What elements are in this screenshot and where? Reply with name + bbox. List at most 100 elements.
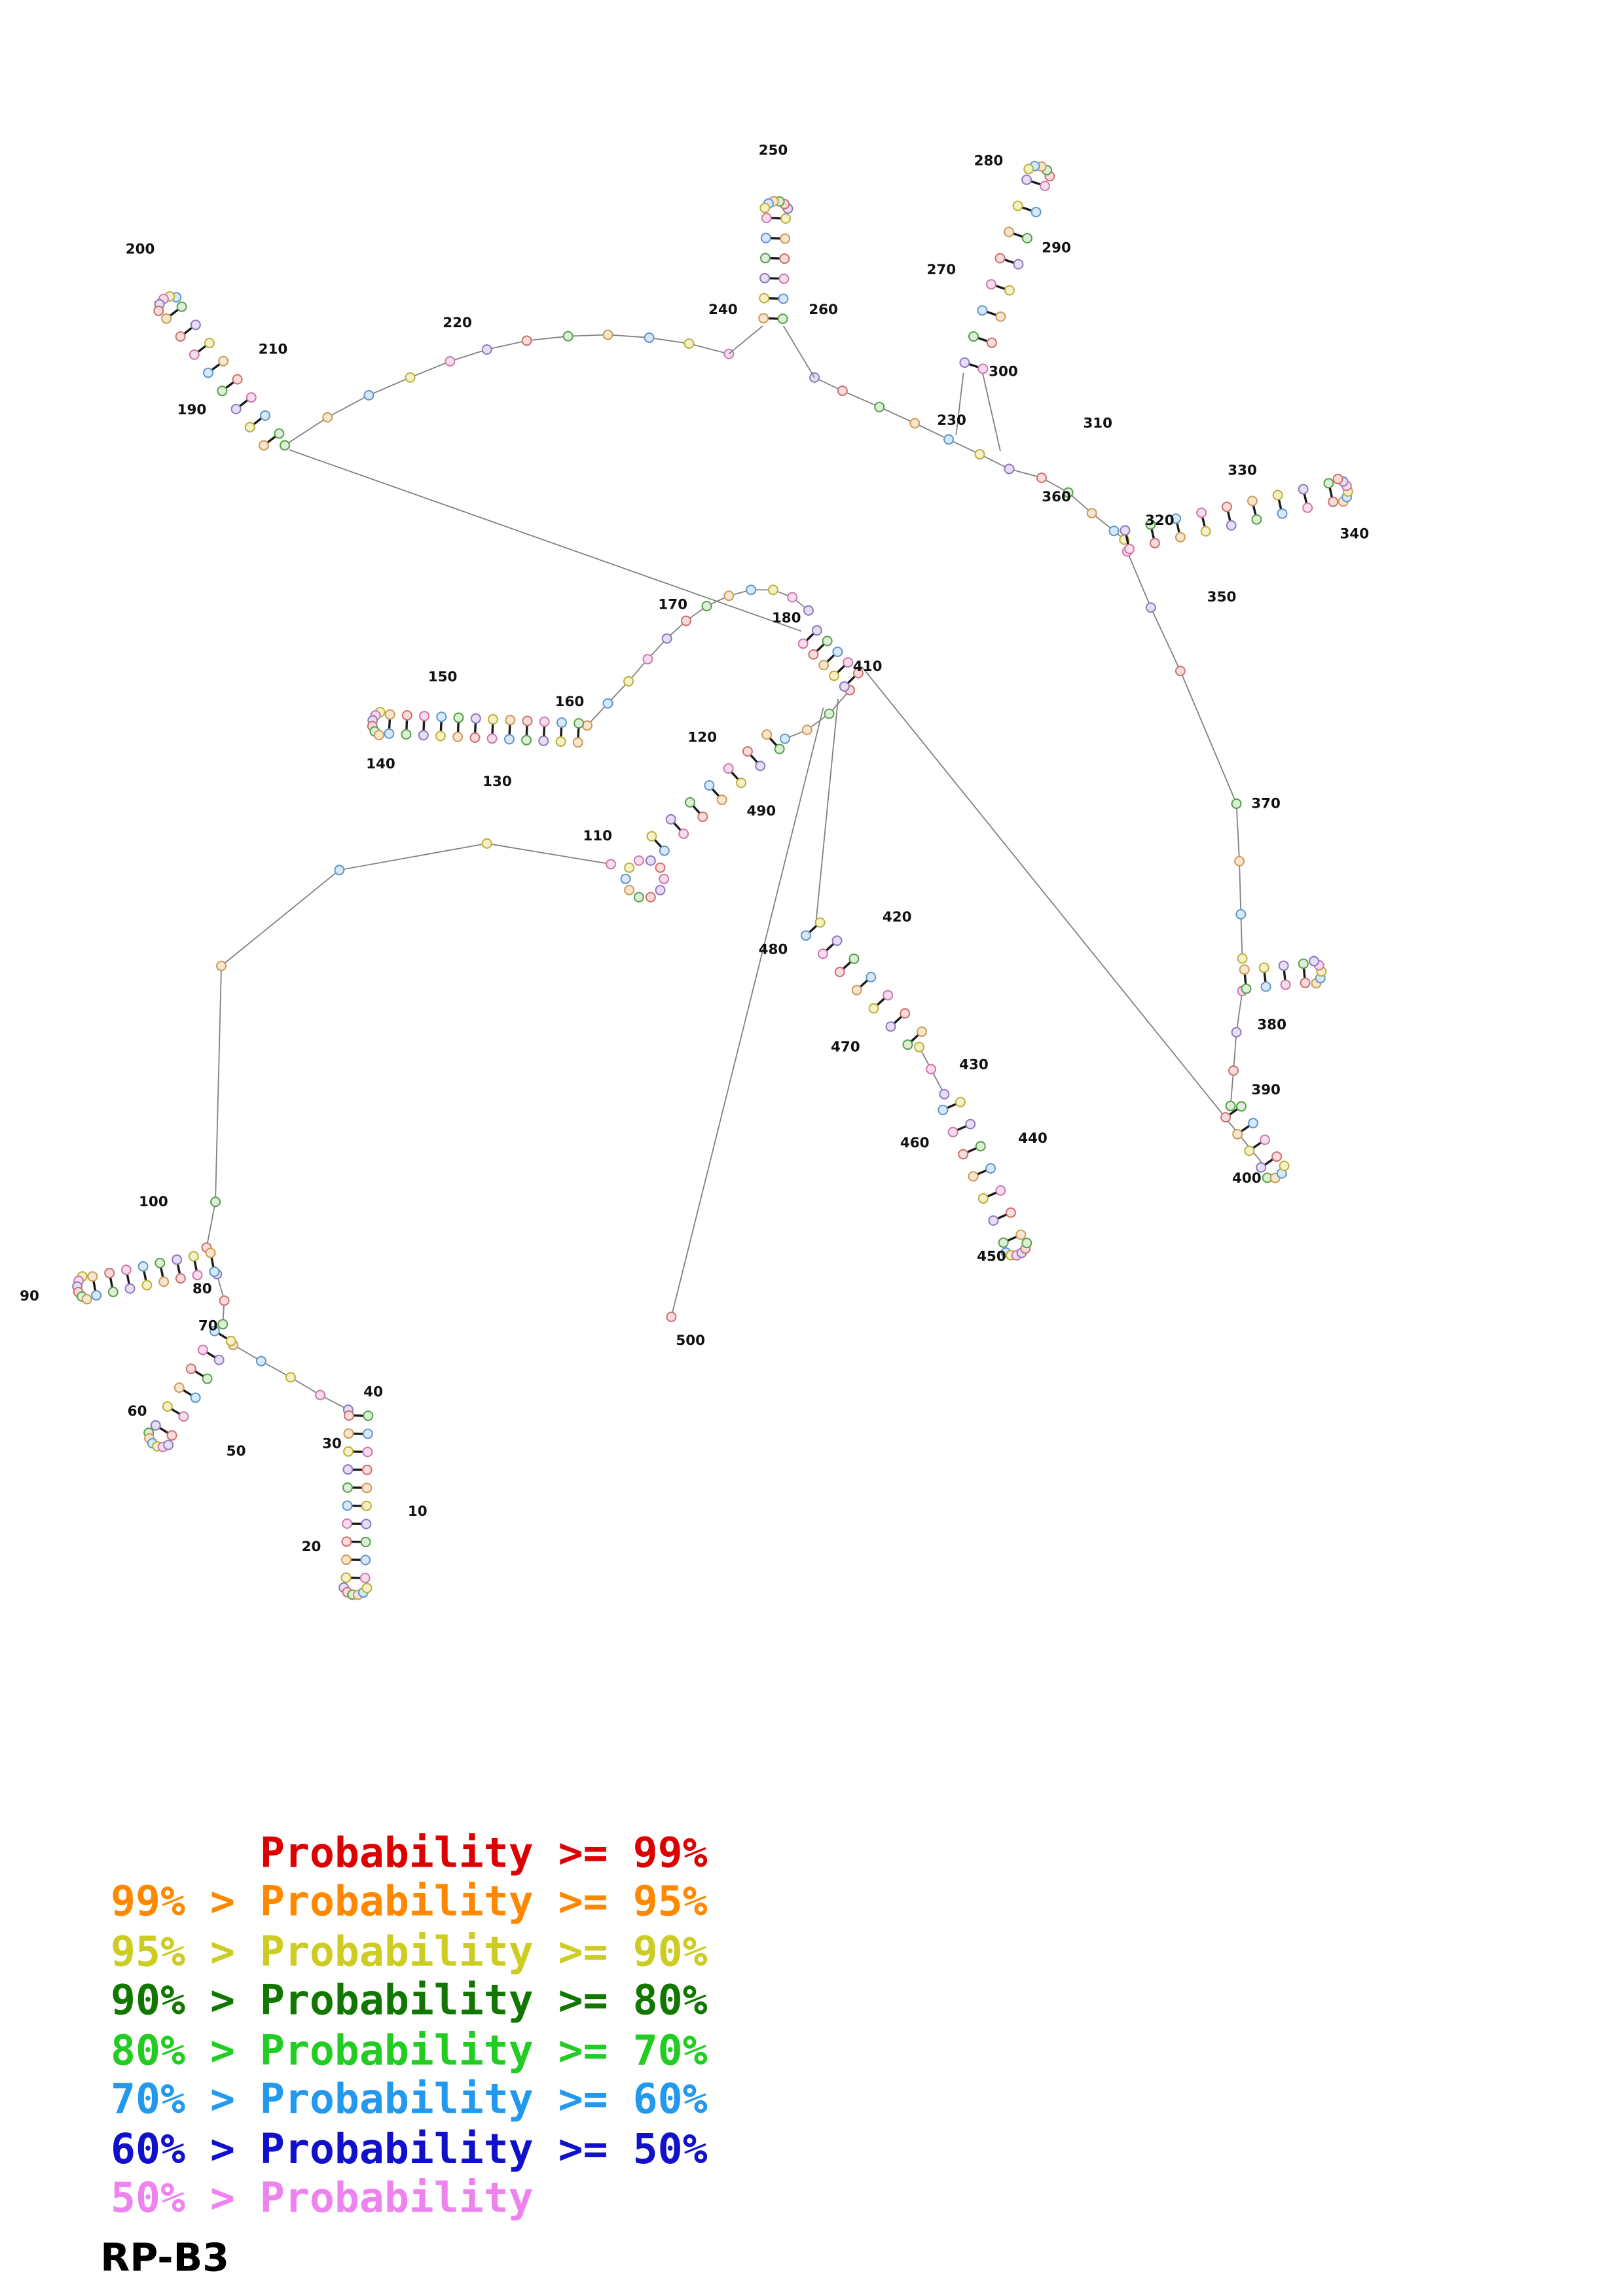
base-pair [253,417,263,425]
position-label: 270 [926,262,956,278]
nucleotide-bead [974,448,985,459]
base-pair [1030,180,1041,186]
position-label: 170 [658,597,687,613]
base-pair [1303,493,1308,504]
nucleotide-bead [1221,501,1232,512]
nucleotide-bead [481,838,492,849]
nucleotide-bead [839,681,850,692]
nucleotide-bead [977,305,988,316]
nucleotide-bead [986,337,997,348]
base-pair [893,1016,902,1024]
nucleotide-bead [828,670,839,681]
base-pair [183,1389,192,1397]
nucleotide-bead [848,953,860,964]
position-label: 410 [853,658,883,675]
nucleotide-bead [779,253,790,264]
base-pair [183,327,193,335]
nucleotide-bead [539,716,550,727]
nucleotide-bead [141,1280,153,1291]
nucleotide-bead [955,1096,966,1107]
nucleotide-bead [1260,1134,1271,1145]
link-400-408 [861,666,1267,1168]
nucleotide-bead [209,1266,220,1278]
nucleotide-bead [1040,181,1051,192]
nucleotide-bead [373,730,384,741]
nucleotide-bead [246,392,257,403]
nucleotide-bead [633,891,644,903]
nucleotide-bead [1012,200,1023,211]
nucleotide-bead [1300,977,1311,988]
nucleotide-bead [995,1185,1006,1196]
base-pair [947,1103,957,1109]
base-pair [1264,1158,1274,1166]
nucleotide-bead [723,590,735,601]
nucleotide-bead [1272,490,1283,501]
nucleotide-bead [190,1392,201,1403]
position-label: 100 [139,1194,168,1210]
nucleotide-bead [1248,1117,1259,1128]
nucleotide-bead [852,668,864,679]
nucleotide-bead [153,305,164,316]
nucleotide-bead [343,1428,354,1439]
nucleotide-bead [521,335,532,346]
nucleotide-bead [977,363,989,374]
nucleotide-bead [1302,502,1313,513]
nucleotide-bead [1298,484,1309,495]
multiloop-412-486 [784,689,850,740]
base-pair [1302,968,1306,978]
nucleotide-bead [994,253,1006,264]
nucleotide-bead [562,331,574,342]
legend-item-below-50: 50% > Probability [111,2174,534,2222]
base-pair [653,839,663,848]
position-label: 370 [1251,796,1281,812]
nucleotide-bead [977,1193,989,1204]
nucleotide-bead [176,301,187,312]
nucleotide-bead [1120,525,1131,536]
position-label: 130 [483,774,512,790]
nucleotide-bead [258,440,269,451]
base-pair [1277,499,1283,510]
nucleotide-bead [217,386,228,397]
nucleotide-bead [155,1257,166,1268]
base-pair [1328,487,1334,498]
nucleotide-bead [902,1039,913,1050]
chain-385-388 [1230,990,1243,1106]
nucleotide-bead [1256,1162,1267,1173]
base-pair [225,381,234,389]
nucleotide-bead [213,1354,225,1365]
position-label: 290 [1042,240,1071,256]
base-pair [194,1370,204,1378]
nucleotide-bead [1231,1027,1242,1038]
base-pair [1013,232,1023,238]
nucleotide-bead [1171,513,1182,524]
nucleotide-bead [1124,543,1135,554]
base-pair [826,942,835,952]
position-label: 70 [198,1318,218,1334]
nucleotide-bead [361,1482,373,1494]
position-label: 250 [759,143,788,159]
nucleotide-bead [384,709,395,720]
position-label: 220 [443,315,472,331]
nucleotide-bead [104,1268,115,1279]
nucleotide-bead [361,1464,373,1475]
nucleotide-bead [342,1464,354,1475]
base-pair [210,1257,215,1268]
base-pair [456,722,460,732]
nucleotide-bead [1244,1145,1255,1157]
nucleotide-bead [81,1293,92,1304]
legend-item-90: 95% > Probability >= 90% [111,1927,708,1975]
nucleotide-bead [958,1149,969,1160]
base-pair [995,285,1006,290]
nucleotide-bead [701,601,712,612]
base-pair [673,822,682,831]
nucleotide-bead [192,1270,203,1281]
position-label: 150 [428,669,458,685]
nucleotide-bead [418,730,429,741]
base-pair [1201,516,1206,528]
nucleotide-bead [1277,508,1288,519]
nucleotide-bead [759,253,771,264]
position-label: 200 [126,242,155,258]
base-pair [826,654,835,663]
nucleotide-bead [340,1554,352,1566]
